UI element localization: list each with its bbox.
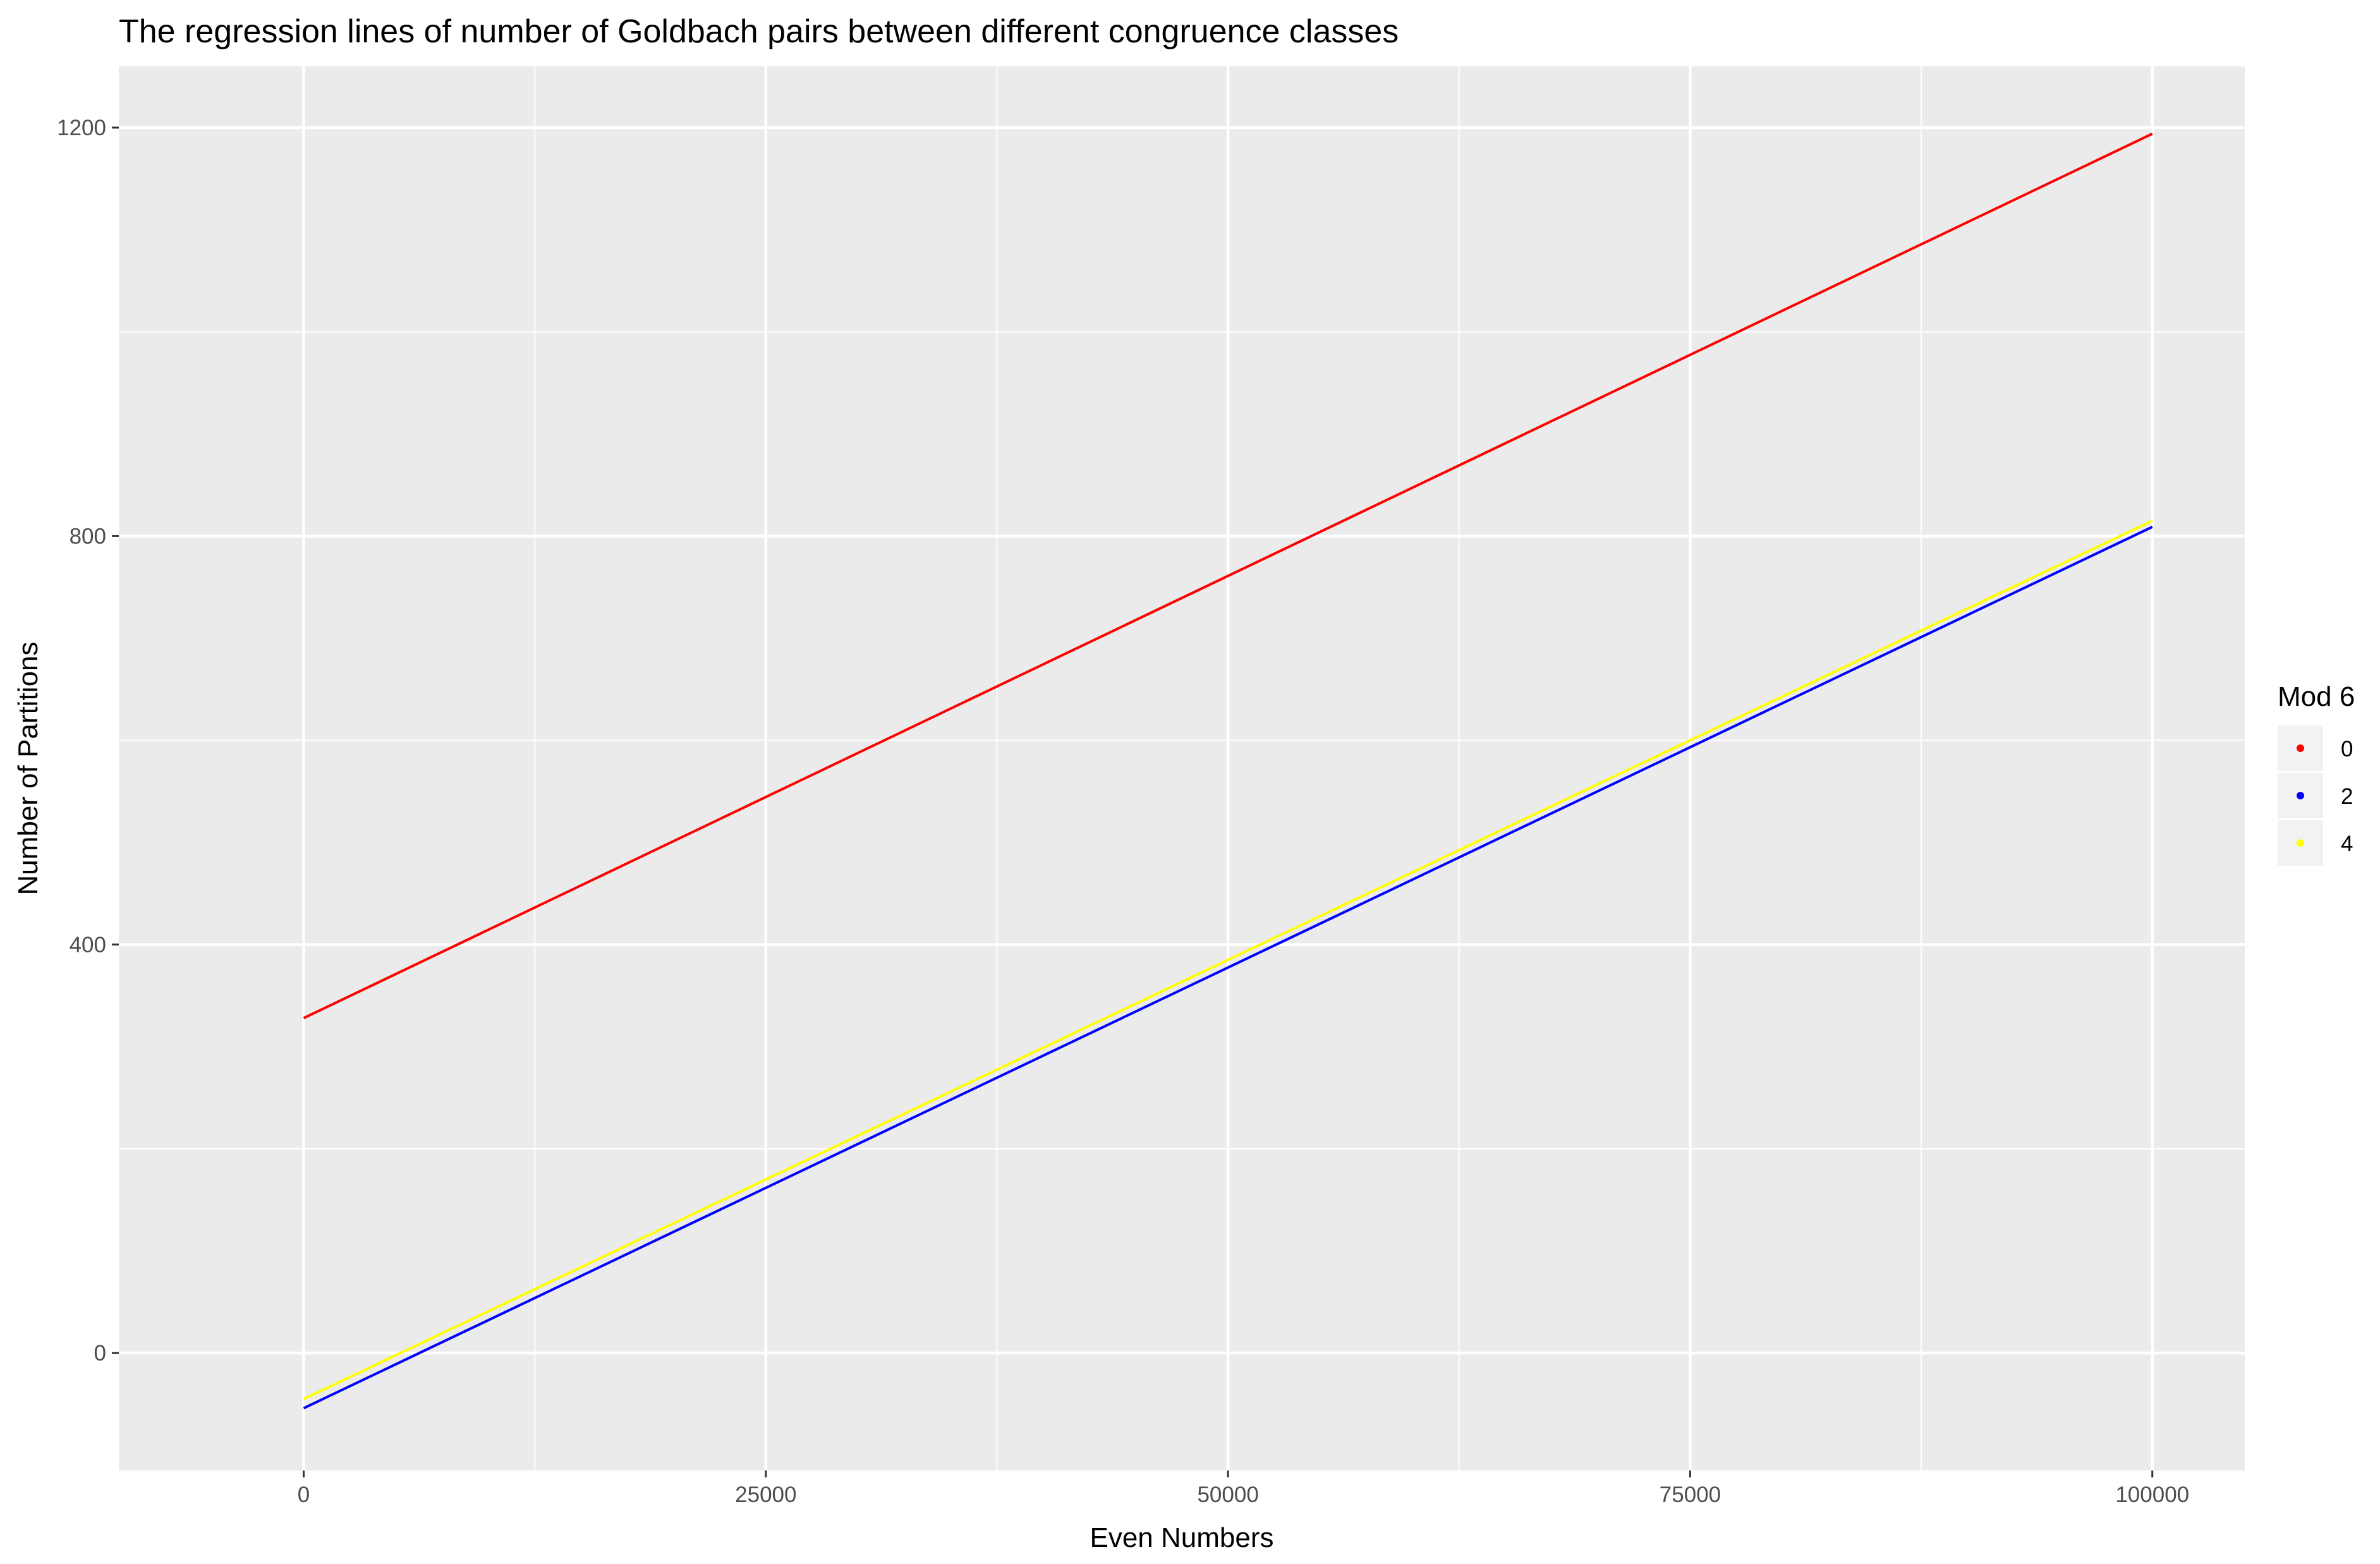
legend-key-dot xyxy=(2297,792,2304,799)
legend-label: 4 xyxy=(2341,832,2353,856)
y-tick-label: 0 xyxy=(94,1341,106,1366)
grid-lines xyxy=(119,66,2245,1470)
x-tick-label: 25000 xyxy=(735,1482,796,1507)
legend-label: 0 xyxy=(2341,737,2353,761)
y-tick-label: 1200 xyxy=(57,116,106,140)
x-axis-title: Even Numbers xyxy=(1090,1522,1273,1553)
x-tick-label: 100000 xyxy=(2115,1482,2189,1507)
x-tick-label: 75000 xyxy=(1660,1482,1721,1507)
y-tick-label: 400 xyxy=(70,933,106,957)
legend-title: Mod 6 xyxy=(2278,681,2355,712)
axis-ticks: 0 25000 50000 75000 100000 0 400 800 1200 xyxy=(57,116,2189,1507)
series-line-mod6-0 xyxy=(303,132,2153,1019)
series-lines xyxy=(303,132,2153,1410)
series-line-mod6-4 xyxy=(303,519,2153,1400)
x-tick-label: 50000 xyxy=(1197,1482,1258,1507)
y-axis-title: Number of Partitions xyxy=(13,641,44,895)
series-line-mod6-2 xyxy=(303,526,2153,1410)
legend-key-dot xyxy=(2297,839,2304,847)
legend-keys: 0 2 4 xyxy=(2278,725,2353,866)
plot-panel xyxy=(119,66,2245,1470)
y-tick-label: 800 xyxy=(70,524,106,549)
legend-label: 2 xyxy=(2341,784,2353,809)
legend: Mod 6 0 2 4 xyxy=(2278,681,2355,866)
x-tick-label: 0 xyxy=(298,1482,310,1507)
chart-title: The regression lines of number of Goldba… xyxy=(119,13,1399,50)
legend-key-dot xyxy=(2297,744,2304,752)
